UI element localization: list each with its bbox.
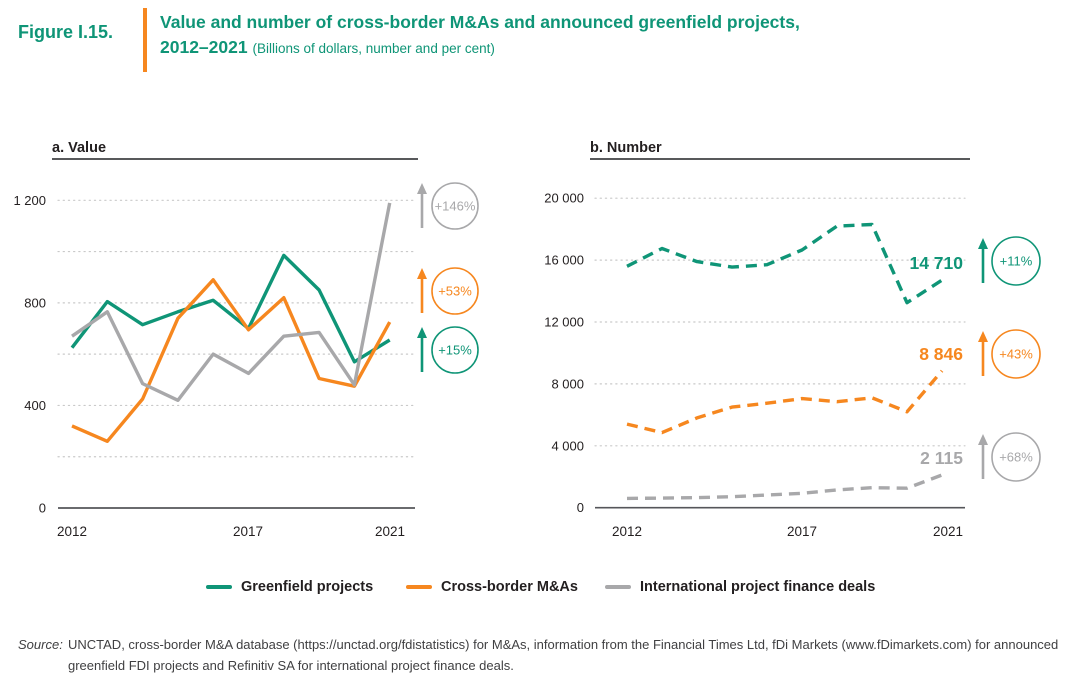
number-y-tick-label: 8 000	[551, 376, 584, 391]
legend-item-international-project-finance-deals: International project finance deals	[605, 578, 875, 595]
number-x-tick-label: 2017	[787, 524, 817, 539]
figure-title: Value and number of cross-border M&As an…	[160, 10, 1040, 61]
up-arrow-head-icon	[417, 183, 427, 194]
value-y-tick-label: 400	[24, 398, 46, 413]
number-panel: 0 4 000 8 000 12 000 16 000 20 000 2012 2017 202…	[544, 191, 1041, 539]
value-x-tick-label: 2017	[233, 524, 263, 539]
value-y-tick-label: 0	[39, 501, 46, 516]
number-y-tick-label: 16 000	[544, 253, 584, 268]
badge-percent-label: +68%	[999, 450, 1033, 465]
badge-circle	[431, 326, 479, 374]
up-arrow-head-icon	[978, 434, 988, 445]
figure-title-line1: Value and number of cross-border M&As an…	[160, 12, 800, 32]
number-growth-badge-68: +68%	[978, 432, 1041, 482]
badge-circle	[991, 432, 1041, 482]
value-panel: 0 400 800 1 200 2012 2017 2021 +146% +53% +15%	[13, 182, 479, 539]
number-y-tick-label: 20 000	[544, 191, 584, 206]
figure-number-label: Figure I.15.	[18, 22, 114, 42]
legend-label: International project finance deals	[640, 578, 876, 595]
number-series-greenfield-projects	[626, 222, 943, 305]
value-series-greenfield-projects	[70, 253, 391, 364]
header-divider-bar	[143, 8, 147, 72]
legend-label: Cross-border M&As	[441, 578, 578, 595]
number-end-label-international-project-finance-deals: 2 115	[920, 448, 963, 468]
value-growth-badge-146: +146%	[417, 182, 479, 230]
number-y-tick-label: 12 000	[544, 315, 584, 330]
up-arrow-head-icon	[417, 327, 427, 338]
value-x-tick-label: 2012	[57, 524, 87, 539]
number-y-tick-label: 0	[577, 500, 584, 515]
badge-circle	[431, 267, 479, 315]
value-x-tick-label: 2021	[375, 524, 405, 539]
value-y-tick-label: 1 200	[13, 193, 46, 208]
panel-a-title: a. Value	[52, 140, 107, 156]
number-series-cross-border-m-as	[626, 369, 944, 435]
panel-a-rule	[52, 158, 418, 160]
value-series-cross-border-m-as	[71, 278, 392, 443]
up-arrow-head-icon	[417, 268, 427, 279]
badge-percent-label: +15%	[438, 343, 472, 358]
legend-item-greenfield-projects: Greenfield projects	[206, 578, 373, 595]
up-arrow-head-icon	[978, 331, 988, 342]
badge-circle	[991, 236, 1041, 286]
figure-title-range: 2012–2021	[160, 37, 248, 57]
source-label: Source:	[18, 637, 63, 652]
number-growth-badge-43: +43%	[978, 329, 1041, 379]
legend-label: Greenfield projects	[241, 578, 374, 595]
panel-b-title: b. Number	[590, 140, 662, 156]
value-growth-badge-53: +53%	[417, 267, 479, 315]
legend-swatch-gray	[605, 584, 631, 589]
value-y-tick-label: 800	[24, 295, 46, 310]
figure-title-units: (Billions of dollars, number and per cen…	[252, 41, 495, 56]
number-end-label-cross-border-m-as: 8 846	[919, 344, 963, 364]
source-note: Source: UNCTAD, cross-border M&A databas…	[18, 634, 1068, 676]
badge-percent-label: +146%	[435, 199, 476, 214]
badge-circle	[991, 329, 1041, 379]
panel-b-rule	[590, 158, 970, 160]
value-growth-badge-15: +15%	[417, 326, 479, 374]
number-y-tick-label: 4 000	[551, 438, 584, 453]
source-text: UNCTAD, cross-border M&A database (https…	[68, 637, 1059, 673]
badge-percent-label: +53%	[438, 284, 472, 299]
legend-swatch-teal	[206, 584, 232, 589]
number-end-label-greenfield-projects: 14 710	[909, 253, 963, 273]
badge-circle	[431, 182, 479, 230]
badge-percent-label: +43%	[999, 347, 1033, 362]
legend-swatch-orange	[406, 584, 432, 589]
up-arrow-head-icon	[978, 238, 988, 249]
number-x-tick-label: 2012	[612, 524, 642, 539]
number-series-international-project-finance-deals	[626, 473, 943, 501]
badge-percent-label: +11%	[1000, 254, 1033, 269]
legend-item-cross-border-m-as: Cross-border M&As	[406, 578, 578, 595]
number-x-tick-label: 2021	[933, 524, 963, 539]
number-growth-badge-11: +11%	[978, 236, 1041, 286]
value-series-international-project-finance-deals	[71, 202, 392, 402]
